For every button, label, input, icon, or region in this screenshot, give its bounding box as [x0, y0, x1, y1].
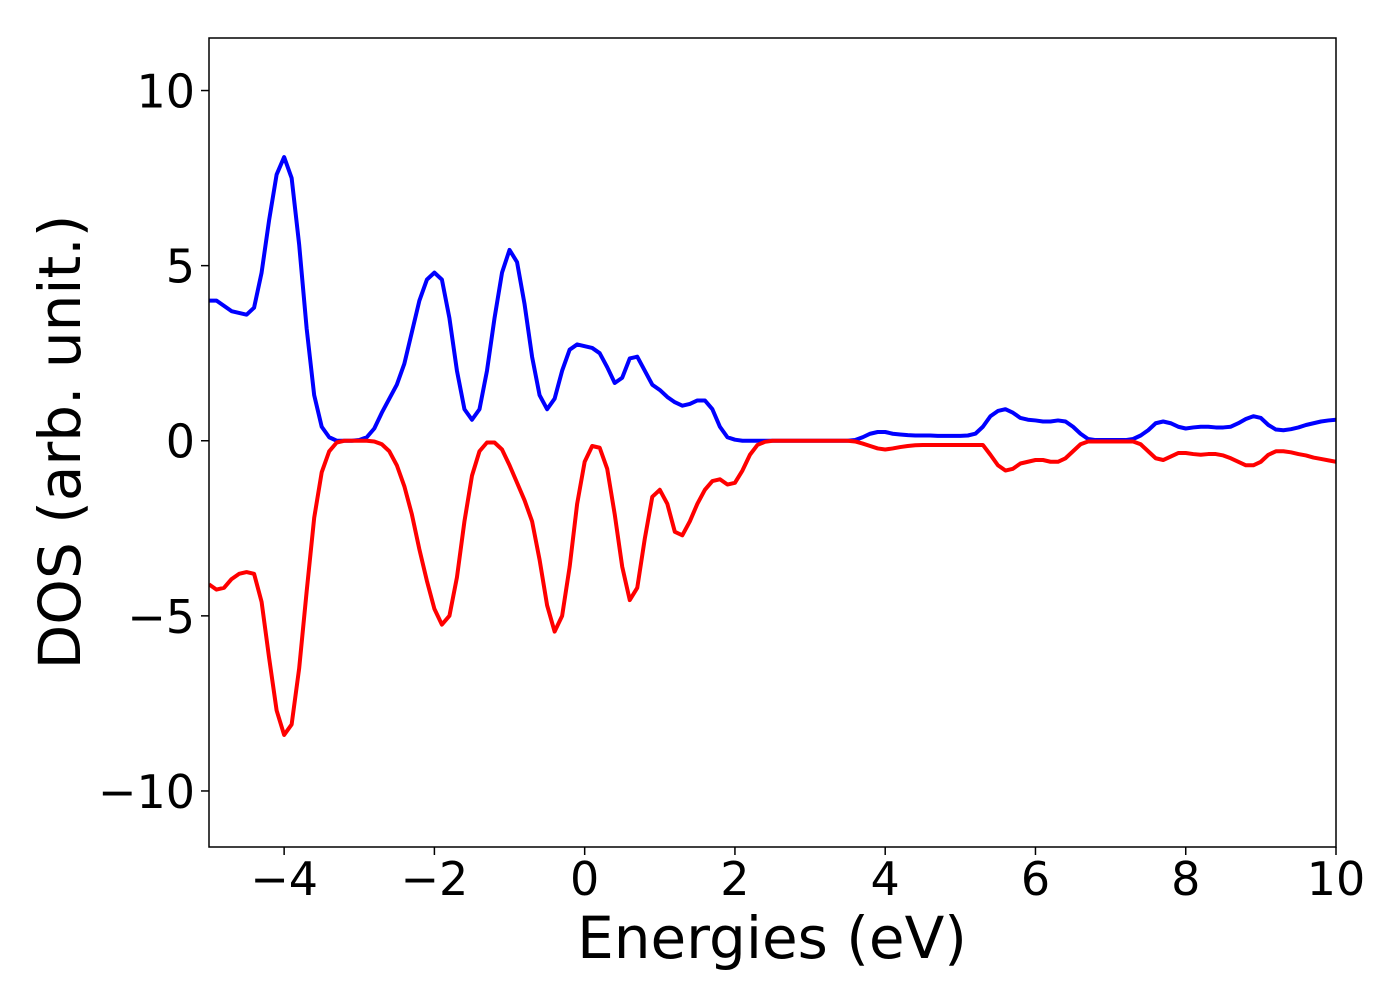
- x-tick-label: 6: [1021, 852, 1050, 906]
- x-tick-label: 10: [1307, 852, 1366, 906]
- y-tick-label: 10: [136, 65, 195, 119]
- y-tick-label: 5: [166, 240, 195, 294]
- y-tick-label: 0: [166, 415, 195, 469]
- x-tick-label: −4: [250, 852, 318, 906]
- y-tick-label: −10: [98, 765, 195, 819]
- x-tick-label: −2: [400, 852, 468, 906]
- y-axis-label: DOS (arb. unit.): [26, 215, 94, 670]
- x-tick-label: 2: [720, 852, 749, 906]
- x-tick-label: 8: [1171, 852, 1200, 906]
- x-tick-label: 0: [570, 852, 599, 906]
- x-axis-label: Energies (eV): [577, 904, 967, 972]
- x-tick-label: 4: [871, 852, 900, 906]
- series-line: [209, 438, 1336, 737]
- series-line: [209, 155, 1336, 443]
- y-tick-label: −5: [127, 590, 195, 644]
- plot-frame: [208, 37, 1337, 848]
